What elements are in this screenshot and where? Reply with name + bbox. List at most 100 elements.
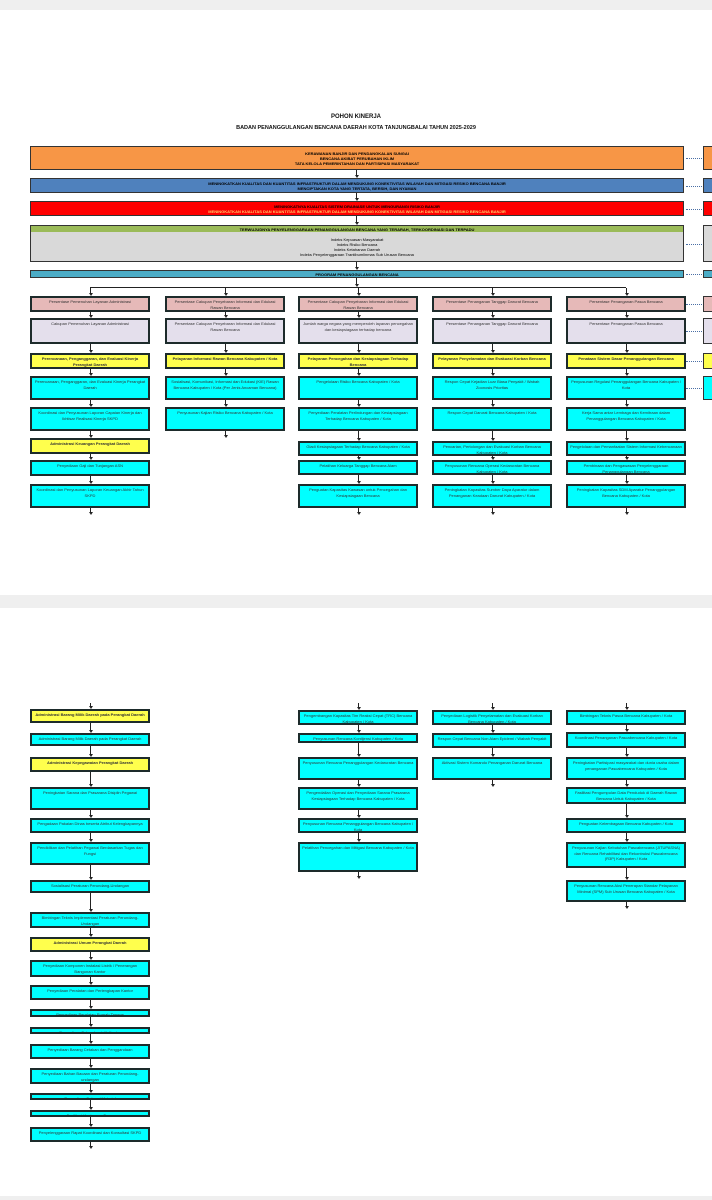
- offpage-box: [703, 296, 712, 312]
- connector-line: [492, 475, 493, 481]
- connector-line: [626, 400, 627, 404]
- arrow-head-icon: [624, 707, 629, 710]
- connector-line: [225, 400, 226, 404]
- arrow-head-icon: [88, 877, 93, 880]
- arrow-head-icon: [356, 512, 361, 515]
- connector-line: [626, 369, 627, 373]
- arrow-head-icon: [88, 1107, 93, 1110]
- offpage-box: [703, 318, 712, 344]
- connector-line: [90, 454, 91, 457]
- sub-activity-box: Gladi Kesiapsiagaan Terhadap Bencana Kab…: [298, 441, 418, 456]
- connector-line: [225, 288, 226, 293]
- indicator-box: Persentase Pemenuhan Layanan Administras…: [30, 296, 150, 312]
- sub-activity-box: Koordinasi dan Penyusunan Laporan Capaia…: [30, 407, 150, 431]
- activity-box: Administrasi Barang Milik Daerah pada Pe…: [30, 709, 150, 723]
- activity-box: Pelayanan Informasi Rawan Bencana Kabupa…: [165, 353, 285, 369]
- offpage-box: [703, 225, 712, 262]
- offpage-box: [703, 201, 712, 216]
- arrow-head-icon: [356, 784, 361, 787]
- arrow-head-icon: [490, 784, 495, 787]
- dotted-connector: [686, 361, 702, 362]
- connector-line: [492, 456, 493, 457]
- arrow-head-icon: [490, 707, 495, 710]
- arrow-head-icon: [88, 982, 93, 985]
- connector-line: [90, 833, 91, 839]
- sub-activity-box: Penyusunan Rencana Kontijensi Kabupaten …: [298, 733, 418, 743]
- branch-line: [90, 287, 626, 288]
- sub-activity-box: Penyediaan Bahan Bacaan dan Peraturan Pe…: [30, 1068, 150, 1084]
- arrow-head-icon: [356, 754, 361, 757]
- indicator-detail-box: Persentase Cakupan Penyebaran Informasi …: [165, 318, 285, 344]
- sub-activity-box: Peningkatan Kapasitas Sumber Daya Aparat…: [432, 484, 552, 508]
- connector-line: [358, 872, 359, 876]
- connector-line: [90, 1117, 91, 1124]
- connector-line: [626, 902, 627, 906]
- connector-line: [90, 977, 91, 982]
- arrow-head-icon: [490, 373, 495, 376]
- offpage-box: [703, 146, 712, 170]
- arrow-head-icon: [624, 373, 629, 376]
- arrow-head-icon: [88, 315, 93, 318]
- arrow-head-icon: [624, 350, 629, 353]
- sub-activity-box: Perencanaan, Penganggaran, dan Evaluasi …: [30, 376, 150, 400]
- sub-activity-box: Penyusunan Regulasi Penanggulangan Benca…: [566, 376, 686, 400]
- arrow-head-icon: [624, 906, 629, 909]
- connector-line: [358, 288, 359, 293]
- arrow-head-icon: [88, 1090, 93, 1093]
- dotted-connector: [686, 331, 702, 332]
- arrow-head-icon: [624, 877, 629, 880]
- connector-line: [358, 780, 359, 784]
- arrow-head-icon: [356, 730, 361, 733]
- sub-activity-box: Penyusunan Rencana Aksi Penerapan Standa…: [566, 880, 686, 902]
- arrow-head-icon: [356, 457, 361, 460]
- arrow-head-icon: [354, 222, 359, 225]
- sub-activity-box: Peningkatan Kapasitas SDM Aparatur Penan…: [566, 484, 686, 508]
- connector-line: [90, 703, 91, 706]
- connector-line: [492, 369, 493, 373]
- connector-line: [90, 400, 91, 404]
- arrow-head-icon: [88, 815, 93, 818]
- sub-activity-box: Kerja Sama antar Lembaga dan Kemitraan d…: [566, 407, 686, 431]
- connector-line: [626, 431, 627, 438]
- connector-line: [90, 772, 91, 784]
- program-banner: PROGRAM PENANGGULANGAN BENCANA: [30, 270, 684, 278]
- arrow-head-icon: [624, 512, 629, 515]
- dotted-connector: [686, 208, 702, 210]
- dotted-connector: [686, 304, 702, 305]
- arrow-head-icon: [88, 435, 93, 438]
- connector-line: [626, 508, 627, 512]
- arrow-head-icon: [624, 481, 629, 484]
- connector-line: [492, 748, 493, 754]
- document-title: POHON KINERJA: [330, 114, 381, 120]
- arrow-head-icon: [88, 730, 93, 733]
- connector-line: [90, 508, 91, 512]
- arrow-head-icon: [356, 350, 361, 353]
- activity-box: Penataan Sistem Dasar Penanggulangan Ben…: [566, 353, 686, 369]
- connector-line: [358, 456, 359, 457]
- connector-line: [492, 344, 493, 350]
- indicator: Indeks Kepuasan Masyarakat: [330, 236, 384, 242]
- arrow-head-icon: [624, 754, 629, 757]
- indicator-box: Persentase Cakupan Penyebaran Informasi …: [298, 296, 418, 312]
- connector-line: [358, 312, 359, 315]
- sub-activity-box: Respon Cepat Bencana Non Alam Epidemi / …: [432, 733, 552, 748]
- offpage-box: [703, 270, 712, 278]
- arrow-head-icon: [624, 457, 629, 460]
- indicator: Indeks Risiko Bencana: [336, 241, 378, 247]
- connector-line: [626, 703, 627, 707]
- arrow-head-icon: [88, 957, 93, 960]
- connector-line: [90, 1000, 91, 1006]
- connector-line: [356, 193, 357, 198]
- arrow-head-icon: [354, 175, 359, 178]
- sub-activity-box: Aktivasi Sistem Komando Penanganan Darur…: [432, 757, 552, 780]
- sub-activity-box: Penyediaan Barang Cetakan dan Penggandaa…: [30, 1044, 150, 1059]
- arrow-head-icon: [88, 457, 93, 460]
- sub-activity-box: Pencarian, Pertolongan dan Evakuasi Korb…: [432, 441, 552, 456]
- arrow-head-icon: [624, 815, 629, 818]
- arrow-head-icon: [88, 934, 93, 937]
- sub-activity-box: Respon Cepat Darurat Bencana Kabupaten /…: [432, 407, 552, 431]
- arrow-head-icon: [490, 350, 495, 353]
- connector-line: [90, 810, 91, 815]
- arrow-head-icon: [88, 373, 93, 376]
- indicator-detail-box: Persentase Penanganan Pasca Bencana: [566, 318, 686, 344]
